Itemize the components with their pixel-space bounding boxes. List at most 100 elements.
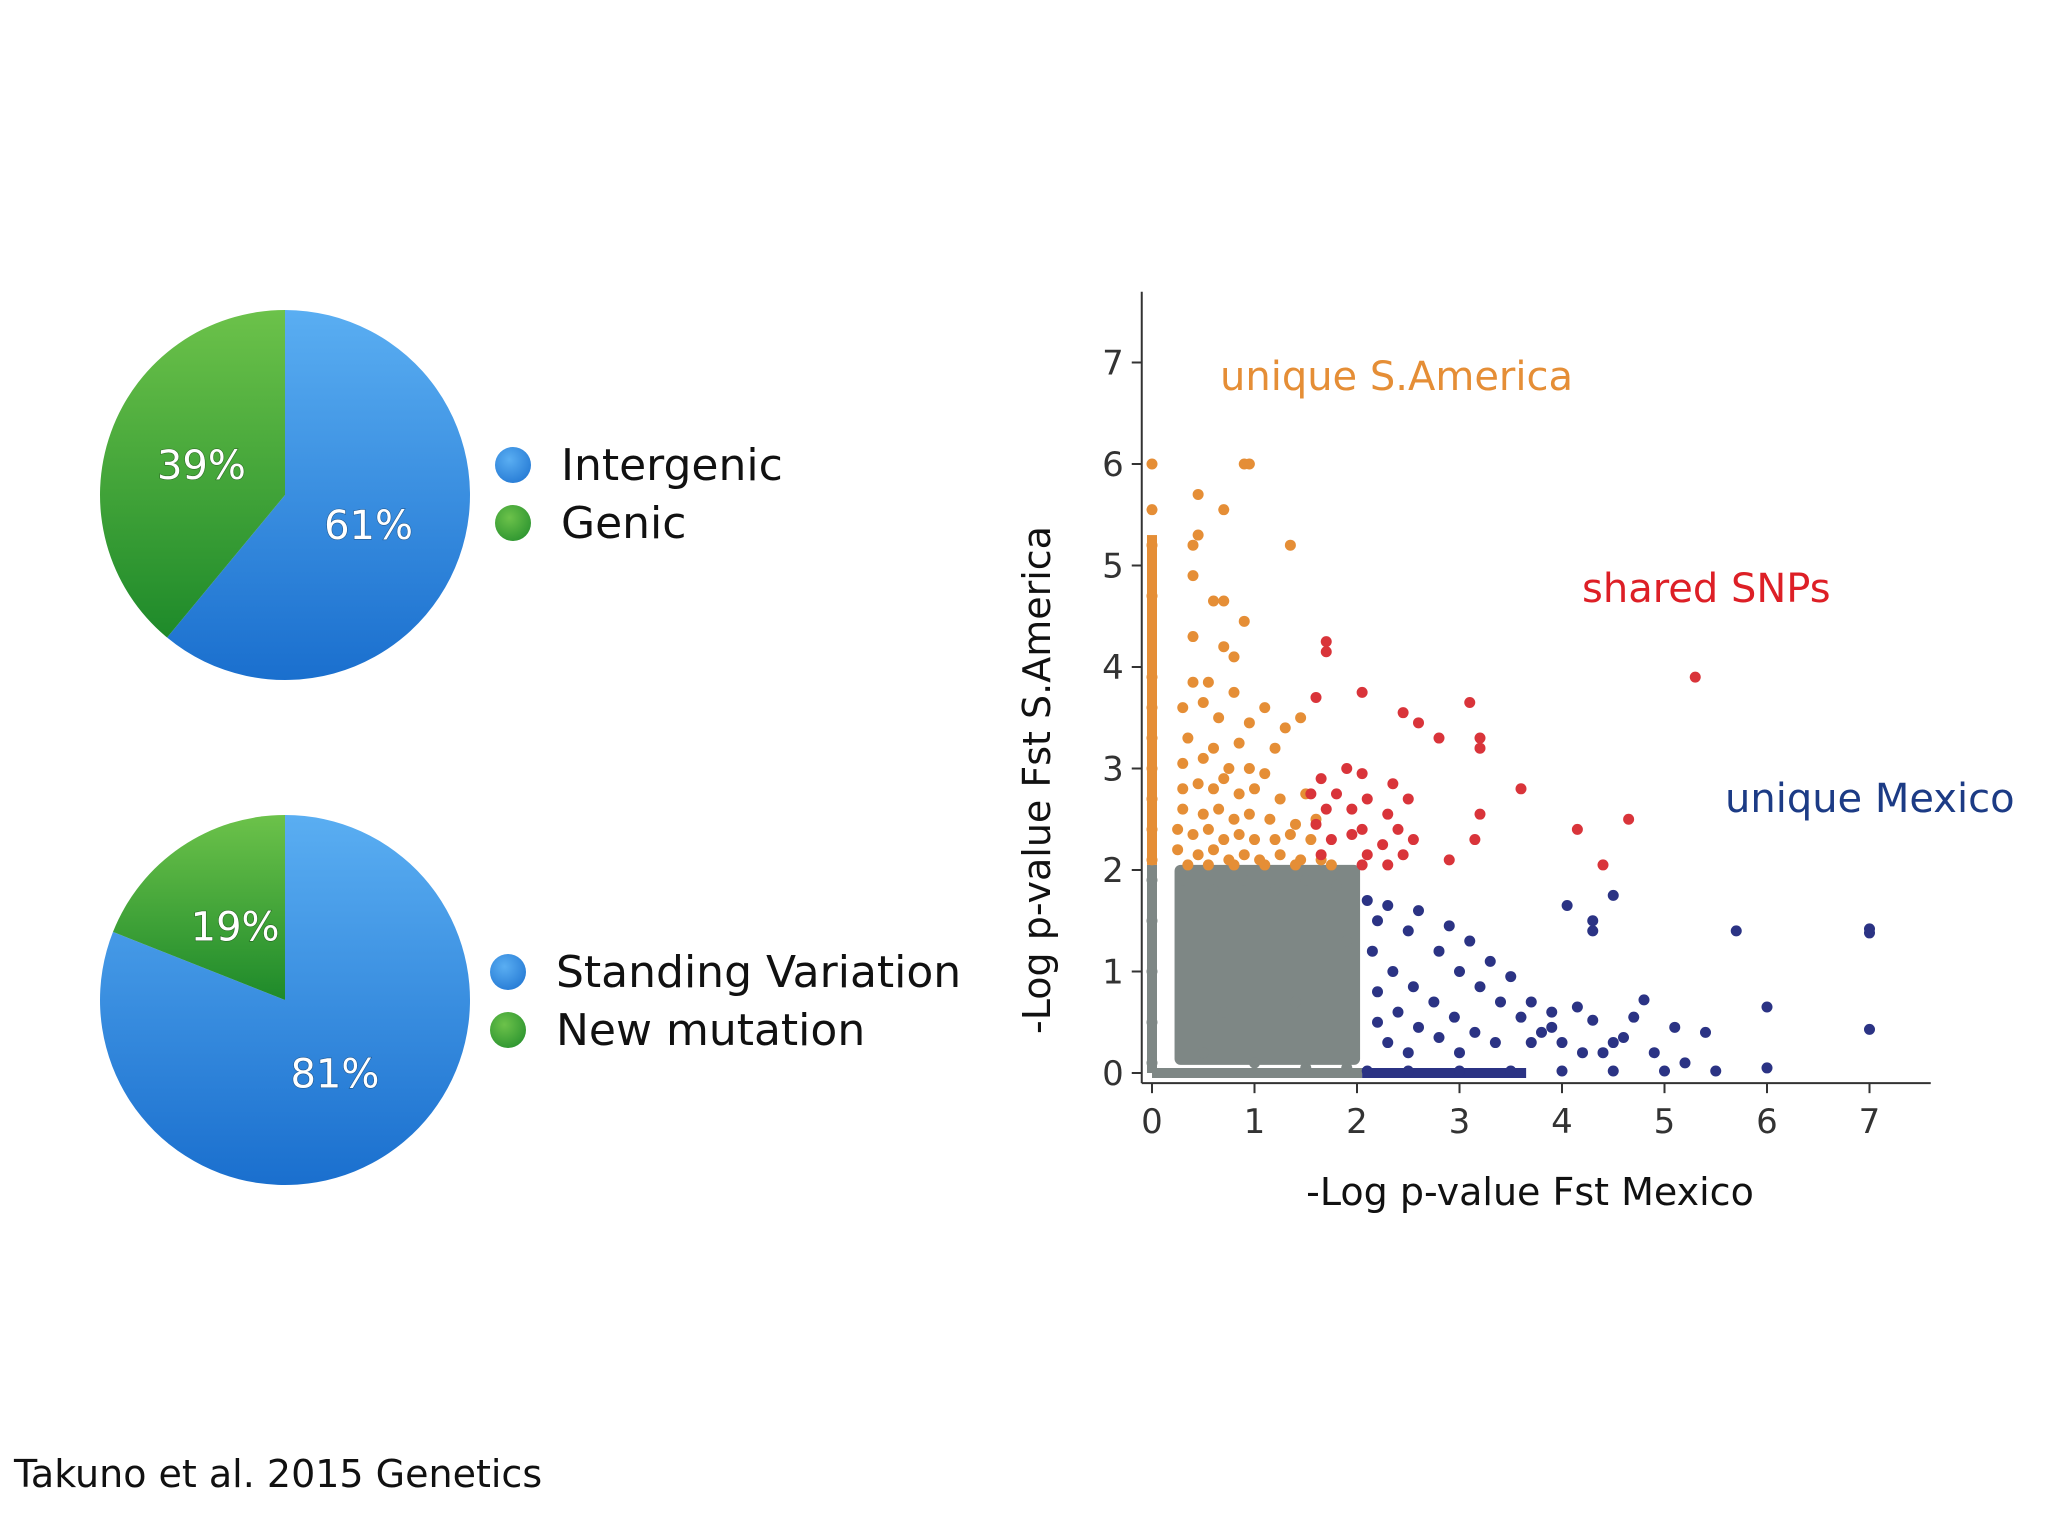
point-unique-s-america <box>1192 778 1204 790</box>
point-unique-s-america <box>1202 676 1214 688</box>
point-unique-s-america <box>1228 651 1240 663</box>
point-shared-snps <box>1356 768 1368 780</box>
point-shared-snps <box>1361 849 1373 861</box>
point-unique-s-america <box>1146 539 1158 551</box>
point-unique-s-america <box>1213 712 1225 724</box>
point-unique-mexico <box>1407 981 1419 993</box>
point-unique-mexico <box>1761 1062 1773 1074</box>
legend-swatch-green <box>495 505 531 541</box>
y-tick-label: 6 <box>1102 445 1124 485</box>
point-unique-mexico <box>1607 1065 1619 1077</box>
legend-swatch-blue <box>495 447 531 483</box>
point-nonsignificant <box>1146 1016 1158 1028</box>
x-axis-title: -Log p-value Fst Mexico <box>1306 1170 1754 1214</box>
point-unique-mexico <box>1454 1065 1465 1077</box>
point-unique-s-america <box>1146 671 1158 683</box>
point-unique-mexico <box>1587 925 1599 937</box>
x-tick-label: 0 <box>1141 1102 1163 1142</box>
point-unique-s-america <box>1187 570 1199 582</box>
point-unique-s-america <box>1259 859 1271 871</box>
point-unique-s-america <box>1146 823 1158 835</box>
point-shared-snps <box>1397 707 1409 719</box>
point-unique-mexico <box>1392 1006 1404 1018</box>
point-unique-mexico <box>1761 1001 1773 1013</box>
point-shared-snps <box>1320 646 1332 658</box>
point-unique-s-america <box>1233 788 1245 800</box>
point-nonsignificant <box>1208 884 1219 896</box>
legend-swatch-green <box>490 1012 526 1048</box>
point-unique-s-america <box>1208 742 1219 754</box>
point-unique-mexico <box>1372 1016 1383 1028</box>
point-unique-mexico <box>1484 955 1496 967</box>
y-tick-label: 0 <box>1102 1054 1124 1094</box>
point-unique-mexico <box>1382 1037 1394 1049</box>
point-unique-mexico <box>1607 1037 1619 1049</box>
point-unique-mexico <box>1710 1065 1722 1077</box>
point-unique-s-america <box>1172 823 1184 835</box>
point-nonsignificant <box>1341 1062 1353 1074</box>
point-unique-s-america <box>1238 849 1250 861</box>
point-unique-mexico <box>1730 925 1742 937</box>
point-unique-mexico <box>1361 894 1373 906</box>
y-tick-label: 3 <box>1102 750 1124 790</box>
point-unique-s-america <box>1284 828 1296 840</box>
pie-value-label: 81% <box>290 1051 379 1097</box>
point-unique-mexico <box>1628 1011 1640 1023</box>
unique-s-america-strip-x0 <box>1147 535 1157 865</box>
x-tick-label: 2 <box>1346 1102 1368 1142</box>
point-unique-mexico <box>1546 1006 1558 1018</box>
point-unique-s-america <box>1274 849 1286 861</box>
point-unique-mexico <box>1505 1065 1517 1077</box>
point-shared-snps <box>1443 854 1455 866</box>
point-shared-snps <box>1346 803 1358 815</box>
point-nonsignificant <box>1146 874 1158 886</box>
point-shared-snps <box>1305 788 1317 800</box>
point-unique-s-america <box>1192 849 1204 861</box>
point-shared-snps <box>1356 859 1368 871</box>
x-tick-label: 1 <box>1244 1102 1266 1142</box>
pie-chart-intergenic-genic: 61% 39% <box>99 310 470 680</box>
unique-mexico-strip-y0 <box>1362 1068 1527 1078</box>
point-unique-s-america <box>1243 458 1255 470</box>
point-unique-mexico <box>1489 1037 1501 1049</box>
point-unique-s-america <box>1264 813 1276 825</box>
point-nonsignificant <box>1300 874 1312 886</box>
point-shared-snps <box>1597 859 1609 871</box>
annotation-unique-mexico: unique Mexico <box>1725 776 2015 822</box>
legend-label: Intergenic <box>561 439 783 491</box>
point-shared-snps <box>1387 778 1399 790</box>
point-unique-mexico <box>1469 1026 1481 1038</box>
legend-swatch-blue <box>490 954 526 990</box>
point-unique-s-america <box>1197 752 1209 764</box>
y-axis-title: -Log p-value Fst S.America <box>1015 526 1059 1034</box>
point-shared-snps <box>1397 849 1409 861</box>
point-unique-s-america <box>1290 859 1301 871</box>
point-unique-mexico <box>1505 971 1517 983</box>
point-unique-mexico <box>1679 1057 1691 1069</box>
point-unique-s-america <box>1238 615 1250 627</box>
point-unique-mexico <box>1464 935 1476 947</box>
point-unique-s-america <box>1228 686 1240 698</box>
point-unique-s-america <box>1202 823 1214 835</box>
pie1-legend: Intergenic Genic <box>495 436 783 552</box>
point-unique-mexico <box>1638 994 1650 1006</box>
pie-value-label: 61% <box>324 503 413 549</box>
nonsignificant-point-cloud <box>1174 864 1361 1065</box>
point-unique-mexico <box>1433 1031 1445 1043</box>
legend-label: New mutation <box>556 1004 866 1056</box>
point-unique-s-america <box>1146 763 1158 774</box>
legend-item-intergenic: Intergenic <box>495 436 783 494</box>
point-unique-mexico <box>1571 1001 1583 1013</box>
point-unique-mexico <box>1402 1065 1414 1077</box>
point-unique-mexico <box>1525 1037 1537 1049</box>
legend-item-standing-variation: Standing Variation <box>490 943 961 1001</box>
point-shared-snps <box>1469 834 1481 846</box>
point-unique-mexico <box>1387 966 1399 977</box>
point-unique-s-america <box>1172 844 1184 856</box>
point-unique-s-america <box>1279 722 1291 734</box>
point-unique-s-america <box>1290 818 1301 830</box>
point-unique-mexico <box>1413 905 1424 917</box>
nonsignificant-strip-y0 <box>1152 1068 1363 1078</box>
point-unique-s-america <box>1223 763 1235 774</box>
point-shared-snps <box>1325 834 1337 846</box>
